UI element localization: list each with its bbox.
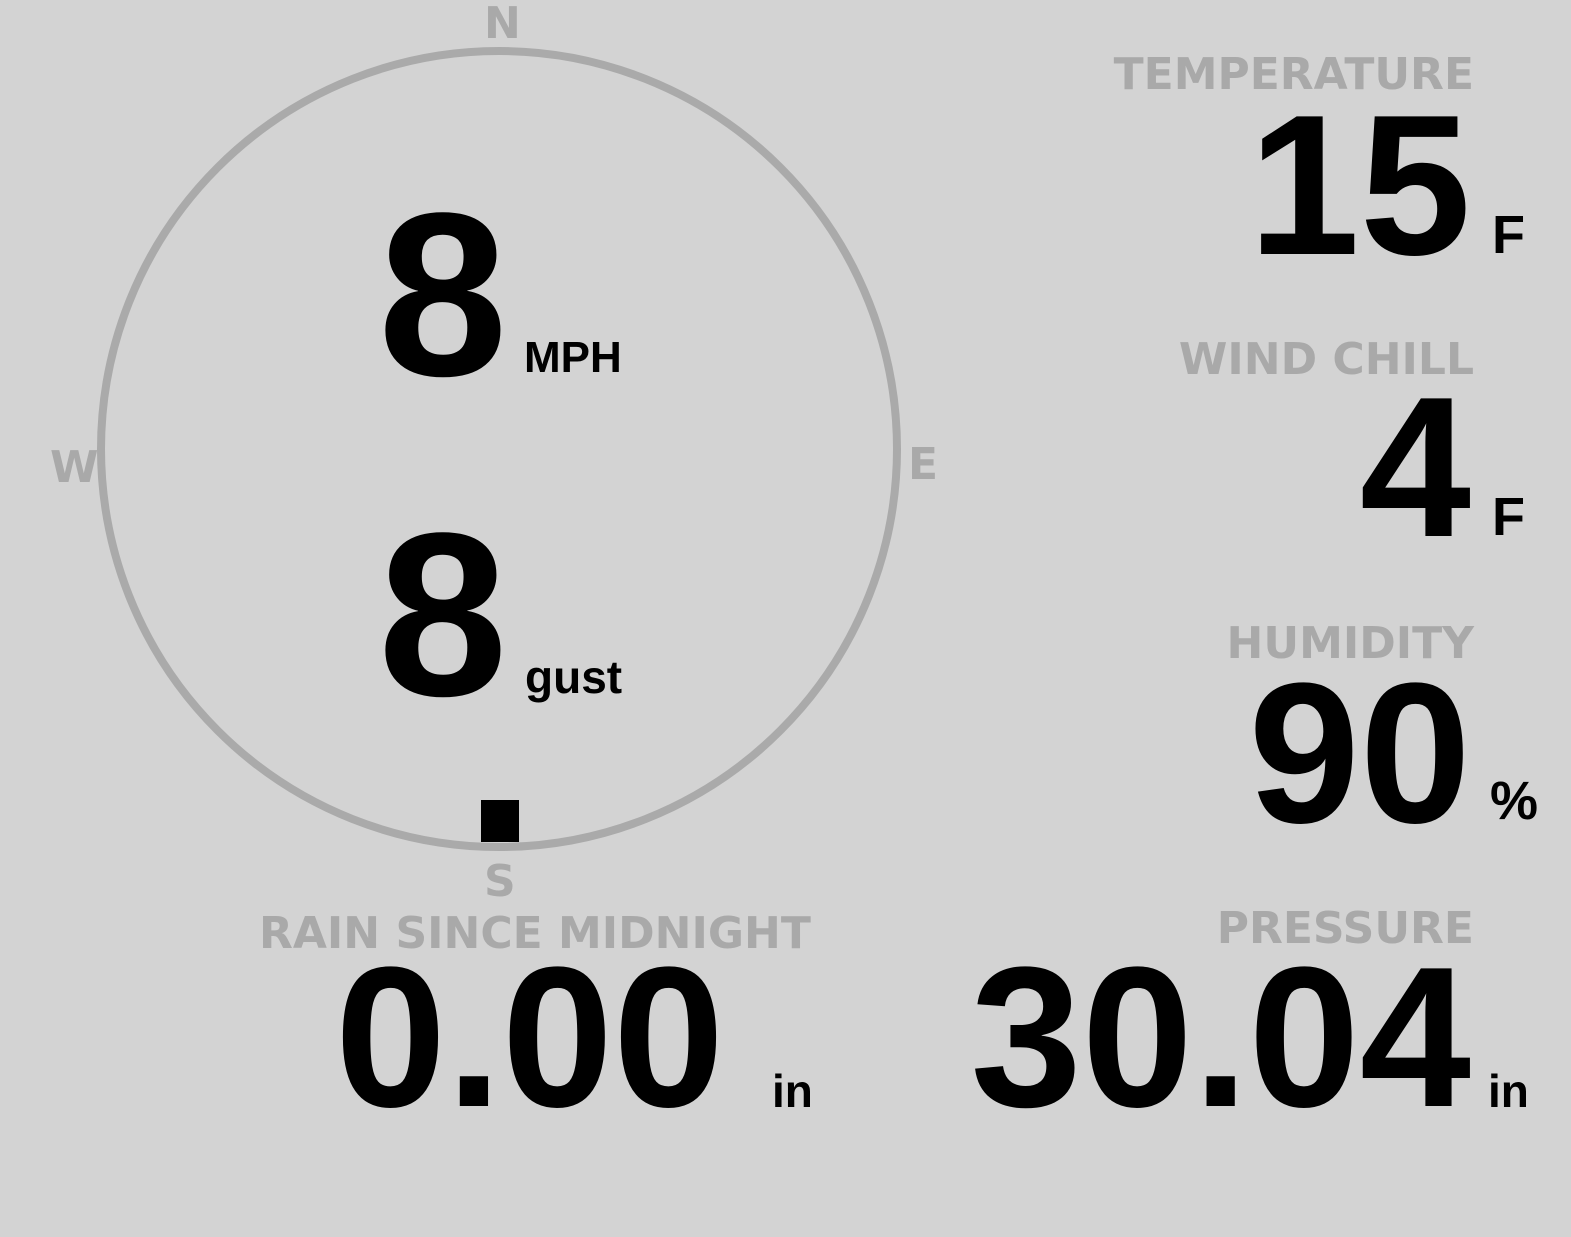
compass-south-label: S [484,856,516,907]
temperature-value: 15 [1248,74,1471,297]
wind-gust-label: gust [525,651,623,703]
rain-unit: in [772,1065,813,1117]
compass-ring [97,47,901,851]
pressure-unit: in [1488,1065,1529,1117]
wind-direction-marker [481,800,519,842]
wind-chill-value: 4 [1359,356,1471,579]
rain-value: 0.00 [335,926,725,1149]
temperature-unit: F [1492,205,1525,265]
wind-speed-value: 8 [378,165,508,425]
compass-east-label: E [908,439,939,490]
wind-chill-label: WIND CHILL [1178,334,1474,385]
humidity-label: HUMIDITY [1226,618,1474,669]
compass-west-label: W [50,442,99,493]
wind-chill-unit: F [1492,487,1525,547]
humidity-unit: % [1490,771,1539,831]
pressure-label: PRESSURE [1216,903,1474,954]
humidity-value: 90 [1248,642,1471,865]
rain-label: RAIN SINCE MIDNIGHT [259,908,811,959]
temperature-label: TEMPERATURE [1113,49,1474,100]
wind-compass-dial [97,47,901,851]
wind-speed-unit: MPH [524,333,622,382]
wind-gust-value: 8 [378,485,508,745]
pressure-value: 30.04 [970,926,1472,1149]
compass-north-label: N [484,0,521,49]
